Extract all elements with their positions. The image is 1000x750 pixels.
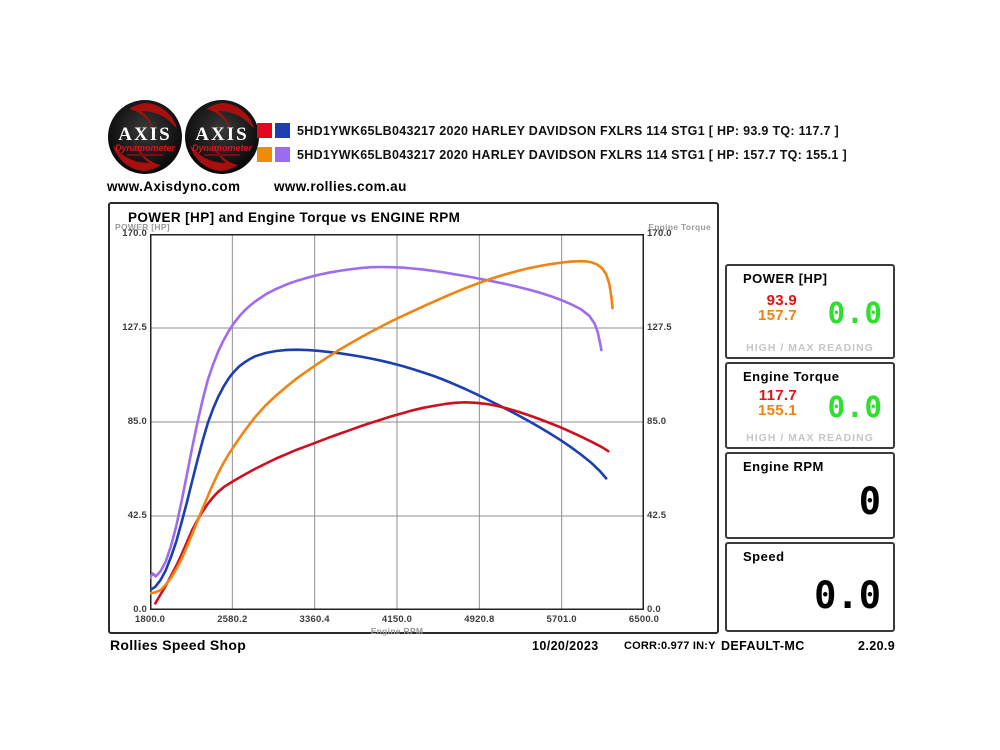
left-axis-ticks: 170.0 127.5 85.0 42.5 0.0 xyxy=(110,228,147,615)
chart-title: POWER [HP] and Engine Torque vs ENGINE R… xyxy=(128,210,461,225)
logo-swirl xyxy=(129,103,177,133)
dyno-curves-plot xyxy=(150,234,644,610)
y-tick-label: 42.5 xyxy=(647,509,667,521)
plot-area xyxy=(150,234,644,610)
left-axis-label: POWER [HP] xyxy=(115,222,170,232)
plot-frame xyxy=(150,234,644,610)
logo-badge-circle xyxy=(185,100,259,174)
axis-dyno-logo: AXIS Dynamometer xyxy=(108,100,182,174)
speed-readout-panel: Speed 0.0 xyxy=(725,542,895,632)
run2-torque-swatch xyxy=(275,147,290,162)
run1-torque-curve xyxy=(150,348,608,592)
y-tick-label: 0.0 xyxy=(133,603,147,615)
rpm-live-value: 0 xyxy=(858,480,881,523)
power-panel-footer: HIGH / MAX READING xyxy=(746,342,874,354)
shop-name: Rollies Speed Shop xyxy=(110,637,247,653)
x-axis-ticks: 1800.0 2580.2 3360.4 4150.0 4920.8 5701.0 6500… xyxy=(135,614,659,626)
power-peak-run1: 93.9 xyxy=(766,292,797,309)
run2-torque-curve xyxy=(150,265,603,580)
torque-live-value: 0.0 xyxy=(827,390,883,424)
axisdyno-link[interactable]: www.Axisdyno.com xyxy=(107,179,241,194)
y-tick-label: 127.5 xyxy=(122,321,147,333)
run-legend-entry-1[interactable]: 5HD1YWK65LB043217 2020 HARLEY DAVIDSON F… xyxy=(257,121,847,140)
speed-panel-title: Speed xyxy=(743,549,785,564)
power-readout-panel: POWER [HP] 93.9 157.7 0.0 HIGH / MAX REA… xyxy=(725,264,895,359)
run2-power-curve xyxy=(150,259,614,595)
y-tick-label: 127.5 xyxy=(647,321,672,333)
power-peak-values: 93.9 157.7 xyxy=(735,293,797,323)
torque-panel-title: Engine Torque xyxy=(743,369,840,384)
torque-peak-values: 117.7 155.1 xyxy=(735,388,797,418)
torque-peak-run1: 117.7 xyxy=(758,387,797,404)
logo-tagline-bar xyxy=(204,154,240,156)
torque-panel-footer: HIGH / MAX READING xyxy=(746,432,874,444)
logo-subtitle: Dynamometer xyxy=(115,143,176,153)
rpm-readout-panel: Engine RPM 0 xyxy=(725,452,895,539)
right-axis-ticks: 170.0 127.5 85.0 42.5 0.0 xyxy=(647,228,687,615)
x-tick-label: 4920.8 xyxy=(464,614,495,625)
run2-power-swatch xyxy=(257,147,272,162)
logo-swirl xyxy=(206,103,254,133)
x-tick-label: 1800.0 xyxy=(134,614,166,625)
run1-power-curve xyxy=(154,401,610,605)
logo-swirl xyxy=(113,141,161,171)
rpm-panel-title: Engine RPM xyxy=(743,459,824,474)
software-version: 2.20.9 xyxy=(858,639,896,653)
run2-label: 5HD1YWK65LB043217 2020 HARLEY DAVIDSON F… xyxy=(297,147,847,162)
power-peak-run2: 157.7 xyxy=(757,307,797,324)
power-live-value: 0.0 xyxy=(827,296,883,330)
logo-badge-circle xyxy=(108,100,182,174)
speed-live-value: 0.0 xyxy=(814,574,881,617)
logo-subtitle: Dynamometer xyxy=(192,143,253,153)
run-legend-entry-2[interactable]: 5HD1YWK65LB043217 2020 HARLEY DAVIDSON F… xyxy=(257,145,847,164)
y-tick-label: 85.0 xyxy=(647,415,667,427)
x-tick-label: 3360.4 xyxy=(299,614,330,625)
y-tick-label: 170.0 xyxy=(647,227,672,239)
logo-title: AXIS xyxy=(195,124,248,145)
y-tick-label: 42.5 xyxy=(127,509,147,521)
x-tick-label: 4150.0 xyxy=(381,614,413,625)
x-tick-label: 2580.2 xyxy=(217,614,248,625)
x-tick-label: 6500.0 xyxy=(628,614,660,625)
run-legend: 5HD1YWK65LB043217 2020 HARLEY DAVIDSON F… xyxy=(257,121,847,169)
y-tick-label: 85.0 xyxy=(127,415,147,427)
right-axis-label: Engine Torque xyxy=(648,222,711,232)
axis-dyno-logo: AXIS Dynamometer xyxy=(185,100,259,174)
torque-peak-run2: 155.1 xyxy=(757,402,797,419)
x-axis-label: Engine RPM xyxy=(370,626,424,636)
power-panel-title: POWER [HP] xyxy=(743,271,828,286)
run1-torque-swatch xyxy=(275,123,290,138)
correction-factor: CORR:0.977 IN:Y xyxy=(624,640,716,652)
logo-swirl xyxy=(190,141,238,171)
run-date: 10/20/2023 xyxy=(532,639,599,653)
x-tick-label: 5701.0 xyxy=(546,614,577,625)
dyno-chart: POWER [HP] and Engine Torque vs ENGINE R… xyxy=(108,202,719,636)
logo-title: AXIS xyxy=(118,124,171,145)
logo-tagline-bar xyxy=(127,154,163,156)
run1-label: 5HD1YWK65LB043217 2020 HARLEY DAVIDSON F… xyxy=(297,123,839,138)
y-tick-label: 170.0 xyxy=(122,227,147,239)
torque-readout-panel: Engine Torque 117.7 155.1 0.0 HIGH / MAX… xyxy=(725,362,895,449)
rollies-link[interactable]: www.rollies.com.au xyxy=(274,179,407,194)
y-tick-label: 0.0 xyxy=(647,603,661,615)
run1-power-swatch xyxy=(257,123,272,138)
dyno-profile: DEFAULT-MC xyxy=(721,639,805,653)
